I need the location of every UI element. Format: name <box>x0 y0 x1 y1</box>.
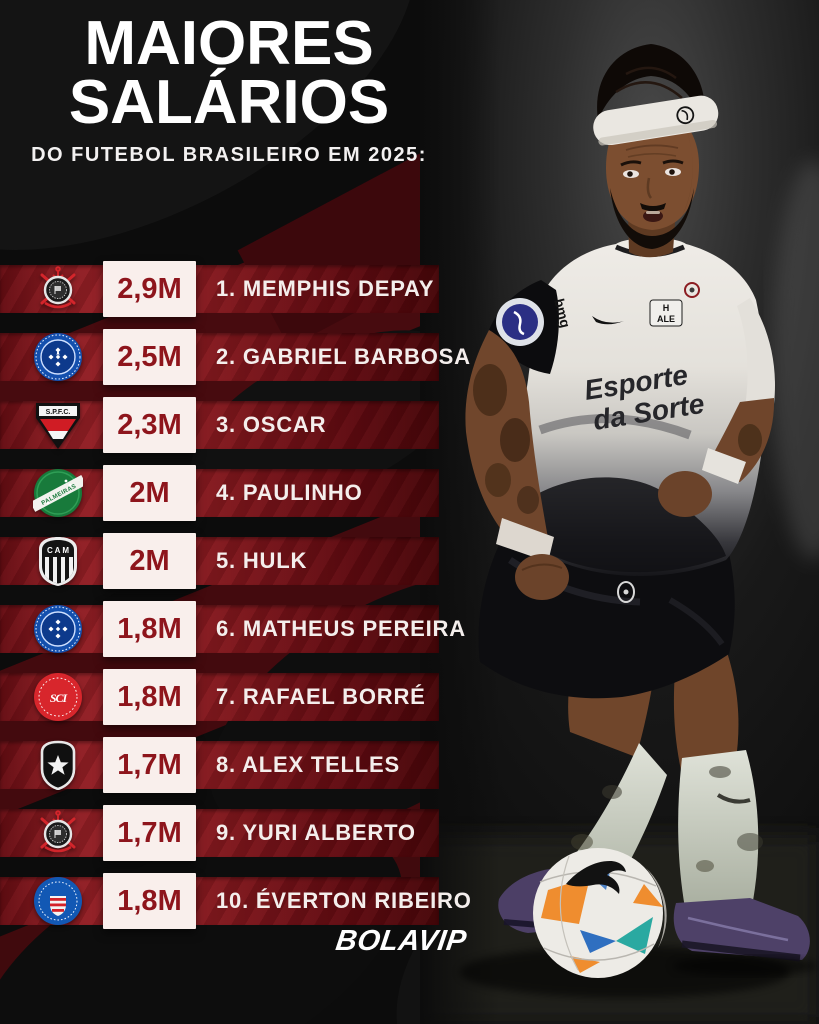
sleeve-sponsor-text: bmg <box>551 297 574 330</box>
table-row: 1,7M 9. YURI ALBERTO <box>0 805 458 861</box>
title-block: MAIORES SALÁRIOS DO FUTEBOL BRASILEIRO E… <box>0 13 458 167</box>
player-right-leg <box>673 638 817 976</box>
player-name: 10. ÉVERTON RIBEIRO <box>216 888 472 913</box>
page-subtitle: DO FUTEBOL BRASILEIRO EM 2025: <box>31 144 427 166</box>
svg-text:ALE: ALE <box>657 314 675 324</box>
club-badge-atletico-mineiro: C A M <box>33 536 83 586</box>
salary-value: 2,3M <box>117 408 182 441</box>
player-headband <box>593 95 719 146</box>
svg-text:SCI: SCI <box>50 691 69 705</box>
bolavip-logo: BOLAVIP <box>333 925 469 957</box>
salary-value: 2M <box>129 544 170 577</box>
table-row: 1,8M 10. ÉVERTON RIBEIRO <box>0 873 471 929</box>
club-badge-palmeiras: PALMEIRAS <box>33 468 83 518</box>
club-badge-cruzeiro <box>33 604 83 654</box>
nike-swoosh-icon <box>592 316 624 325</box>
svg-text:S.P.F.C.: S.P.F.C. <box>46 409 71 416</box>
club-badge-bahia <box>33 876 83 926</box>
svg-text:C A M: C A M <box>47 546 69 555</box>
puma-cat-icon <box>566 861 626 894</box>
player-name: 1. MEMPHIS DEPAY <box>216 276 435 301</box>
player-name: 3. OSCAR <box>216 412 327 437</box>
table-row: 2,5M 2. GABRIEL BARBOSA <box>0 329 470 385</box>
player-photo: H ALE Esporte da Sorte bmg <box>420 0 819 1024</box>
player-name: 9. YURI ALBERTO <box>216 820 416 845</box>
salary-ranking-list: 2,9M 1. MEMPHIS DEPAY 2,5M 2. GABRIEL BA… <box>0 261 471 929</box>
club-badge-sao-paulo: S.P.F.C. <box>33 400 83 450</box>
player-left-arm <box>658 298 775 517</box>
player-name: 2. GABRIEL BARBOSA <box>216 344 471 369</box>
player-name: 8. ALEX TELLES <box>216 752 400 777</box>
left-fist <box>658 471 712 517</box>
salary-pill: 1,8M <box>103 873 196 929</box>
salary-value: 1,8M <box>117 884 182 917</box>
table-row: 1,8M 6. MATHEUS PEREIRA <box>0 601 465 657</box>
player-head <box>593 44 719 258</box>
player-name: 4. PAULINHO <box>216 480 363 505</box>
salary-value: 1,7M <box>117 816 182 849</box>
salary-pill: 1,8M <box>103 669 196 725</box>
salary-pill: 1,7M <box>103 737 196 793</box>
salary-pill: 2,3M <box>103 397 196 453</box>
player-right-arm: bmg <box>465 280 574 600</box>
svg-text:H: H <box>663 303 670 313</box>
salary-pill: 2M <box>103 533 196 589</box>
wrist-tape <box>496 518 554 562</box>
salary-value: 2,5M <box>117 340 182 373</box>
club-badge-botafogo <box>33 740 83 790</box>
wrist-cuff <box>702 448 746 484</box>
title-line2: SALÁRIOS <box>68 68 390 137</box>
club-badge-internacional: SCI <box>33 672 83 722</box>
table-row: SCI 1,8M 7. RAFAEL BORRÉ <box>0 669 458 725</box>
player-name: 6. MATHEUS PEREIRA <box>216 616 466 641</box>
salary-pill: 1,7M <box>103 805 196 861</box>
match-ball <box>533 848 667 978</box>
page-title: MAIORES SALÁRIOS <box>0 13 458 134</box>
title-line1: MAIORES <box>84 9 374 78</box>
salary-pill: 2M <box>103 465 196 521</box>
table-row: 2,9M 1. MEMPHIS DEPAY <box>0 261 458 317</box>
corinthians-chest-crest <box>684 282 700 298</box>
club-badge-cruzeiro <box>33 332 83 382</box>
club-badge-corinthians <box>33 808 83 858</box>
salary-value: 2M <box>129 476 170 509</box>
salary-value: 2,9M <box>117 272 182 305</box>
stadium-light-band <box>772 160 819 560</box>
player-jersey: H ALE Esporte da Sorte <box>522 238 766 576</box>
salary-pill: 2,5M <box>103 329 196 385</box>
ale-patch: H ALE <box>649 299 683 327</box>
table-row: PALMEIRAS 2M 4. PAULINHO <box>0 465 458 521</box>
club-badge-corinthians <box>33 264 83 314</box>
salary-pill: 1,8M <box>103 601 196 657</box>
headband-logo-icon <box>676 106 695 125</box>
table-row: C A M 2M 5. HULK <box>0 533 458 589</box>
salary-pill: 2,9M <box>103 261 196 317</box>
player-hair <box>597 44 705 122</box>
player-name: 5. HULK <box>216 548 308 573</box>
salary-value: 1,8M <box>117 680 182 713</box>
player-name: 7. RAFAEL BORRÉ <box>216 684 426 709</box>
salary-value: 1,8M <box>117 612 182 645</box>
salary-value: 1,7M <box>117 748 182 781</box>
right-fist <box>515 554 569 600</box>
table-row: S.P.F.C. 2,3M 3. OSCAR <box>0 397 458 453</box>
table-row: 1,7M 8. ALEX TELLES <box>0 737 458 793</box>
